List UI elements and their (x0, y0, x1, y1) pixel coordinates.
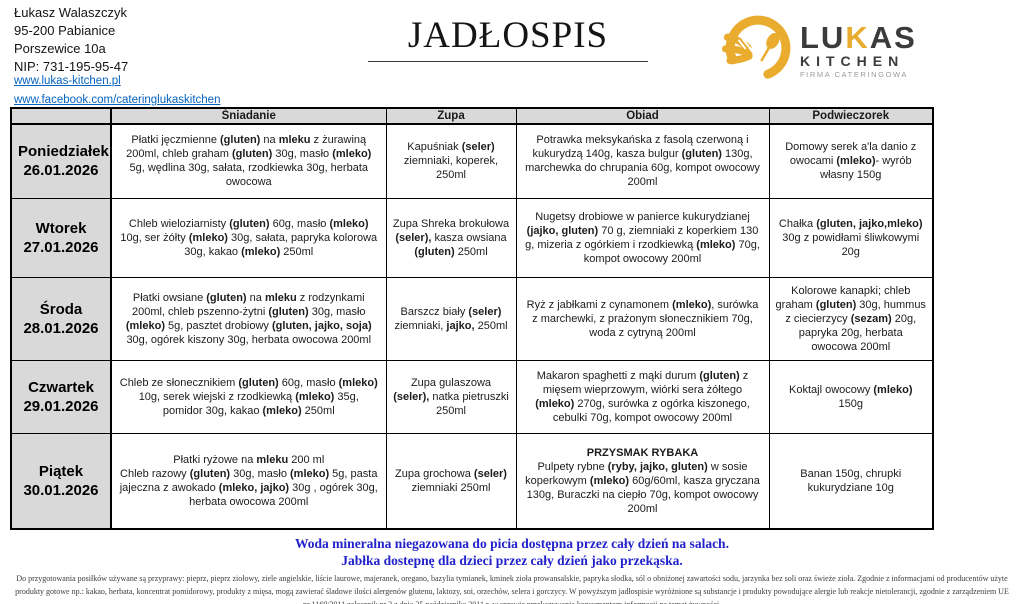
day-name: Środa (39, 300, 83, 318)
soup-cell-tuesday: Zupa Shreka brokułowa (seler), kasza ows… (385, 197, 517, 278)
column-header-soup: Zupa (385, 107, 517, 125)
soup-cell-monday: Kapuśniak (seler) ziemniaki, koperek, 25… (385, 123, 517, 199)
contact-postal: 95-200 Pabianice (14, 23, 116, 38)
day-date: 26.01.2026 (23, 162, 99, 180)
notes-block: Woda mineralna niegazowana do picia dost… (0, 535, 1024, 569)
page-title: JADŁOSPIS (407, 15, 609, 56)
website-link[interactable]: www.lukas-kitchen.pl (14, 75, 121, 87)
lunch-cell-monday: Potrawka meksykańska z fasolą czerwoną i… (515, 123, 770, 199)
day-date: 30.01.2026 (23, 481, 99, 499)
day-date: 28.01.2026 (23, 319, 99, 337)
day-cell-tuesday: Wtorek 27.01.2026 (10, 197, 112, 278)
column-header-breakfast: Śniadanie (110, 107, 387, 125)
breakfast-cell-thursday: Chleb ze słonecznikiem (gluten) 60g, mas… (110, 359, 387, 434)
day-cell-friday: Piątek 30.01.2026 (10, 432, 112, 530)
contact-block: Łukasz Walaszczyk 95-200 Pabianice Porsz… (14, 4, 128, 76)
day-name: Czwartek (28, 378, 94, 396)
menu-table: Śniadanie Zupa Obiad Podwieczorek Ponied… (10, 107, 934, 530)
allergen-disclaimer: Do przygotowania posiłków używane są prz… (15, 574, 1009, 604)
breakfast-cell-tuesday: Chleb wieloziarnisty (gluten) 60g, masło… (110, 197, 387, 278)
column-header-lunch: Obiad (515, 107, 770, 125)
contact-nip: NIP: 731-195-95-47 (14, 59, 129, 74)
corner-cell (10, 107, 112, 125)
soup-cell-thursday: Zupa gulaszowa (seler), natka pietruszki… (385, 359, 517, 434)
column-header-snack: Podwieczorek (768, 107, 934, 125)
logo-accent-letter: K (845, 19, 870, 55)
day-date: 29.01.2026 (23, 397, 99, 415)
breakfast-cell-monday: Płatki jęczmienne (gluten) na mleku z żu… (110, 123, 387, 199)
contact-name: Łukasz Walaszczyk (14, 5, 127, 20)
links-block: www.lukas-kitchen.pl www.facebook.com/ca… (14, 72, 220, 110)
day-cell-thursday: Czwartek 29.01.2026 (10, 359, 112, 434)
day-cell-wednesday: Środa 28.01.2026 (10, 276, 112, 361)
breakfast-cell-friday: Płatki ryżowe na mleku 200 ml Chleb razow… (110, 432, 387, 530)
soup-cell-friday: Zupa grochowa (seler) ziemniaki 250ml (385, 432, 517, 530)
day-name: Poniedziałek (18, 143, 109, 161)
logo-kitchen-label: KITCHEN (800, 52, 905, 69)
menu-row-friday: Piątek 30.01.2026 Płatki ryżowe na mleku… (10, 432, 934, 530)
day-cell-monday: Poniedziałek 26.01.2026 (10, 123, 112, 199)
snack-cell-tuesday: Chałka (gluten, jajko,mleko) 30g z powid… (768, 197, 934, 278)
menu-row-monday: Poniedziałek 26.01.2026 Płatki jęczmienn… (10, 123, 934, 199)
logo-tagline: FIRMA CATERINGOWA (800, 69, 909, 79)
company-logo: LUKAS KITCHEN FIRMA CATERINGOWA (722, 12, 917, 89)
contact-street: Porszewice 10a (14, 41, 106, 56)
logo-swoosh-icon (722, 12, 794, 89)
day-date: 27.01.2026 (23, 238, 99, 256)
note-water: Woda mineralna niegazowana do picia dost… (295, 536, 729, 551)
title-block: JADŁOSPIS (368, 14, 648, 62)
logo-text: LUKAS KITCHEN FIRMA CATERINGOWA (800, 22, 917, 80)
title-underline (368, 61, 648, 62)
menu-row-tuesday: Wtorek 27.01.2026 Chleb wieloziarnisty (… (10, 197, 934, 278)
snack-cell-monday: Domowy serek a'la danio z owocami (mleko… (768, 123, 934, 199)
day-name: Wtorek (35, 219, 87, 237)
day-name: Piątek (38, 462, 84, 480)
lunch-cell-friday: PRZYSMAK RYBAKA Pulpety rybne (ryby, jajk… (515, 432, 770, 530)
soup-cell-wednesday: Barszcz biały (seler) ziemniaki, jajko, … (385, 276, 517, 361)
snack-cell-wednesday: Kolorowe kanapki; chleb graham (gluten) … (768, 276, 934, 361)
menu-header-row: Śniadanie Zupa Obiad Podwieczorek (10, 107, 934, 125)
snack-cell-friday: Banan 150g, chrupki kukurydziane 10g (768, 432, 934, 530)
lunch-cell-tuesday: Nugetsy drobiowe w panierce kukurydziane… (515, 197, 770, 278)
breakfast-cell-wednesday: Płatki owsiane (gluten) na mleku z rodzy… (110, 276, 387, 361)
lunch-cell-thursday: Makaron spaghetti z mąki durum (gluten) … (515, 359, 770, 434)
snack-cell-thursday: Koktajl owocowy (mleko) 150g (768, 359, 934, 434)
logo-wordmark: LUKAS (800, 19, 917, 55)
facebook-link[interactable]: www.facebook.com/cateringlukaskitchen (14, 94, 221, 106)
note-apples: Jabłka dostepnę dla dzieci przez cały dz… (341, 553, 683, 568)
menu-row-thursday: Czwartek 29.01.2026 Chleb ze słoneczniki… (10, 359, 934, 434)
lunch-cell-wednesday: Ryż z jabłkami z cynamonem (mleko), suró… (515, 276, 770, 361)
menu-row-wednesday: Środa 28.01.2026 Płatki owsiane (gluten)… (10, 276, 934, 361)
